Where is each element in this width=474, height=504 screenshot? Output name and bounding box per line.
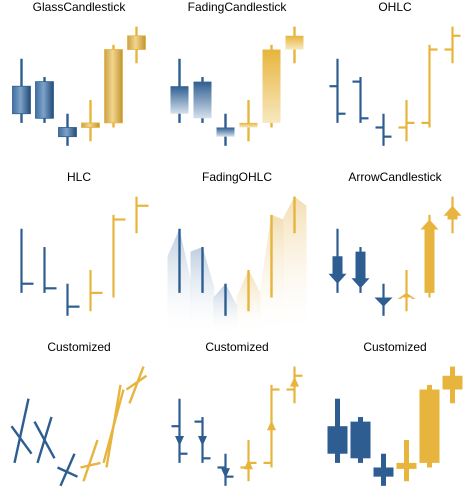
open-close-link	[125, 374, 148, 391]
panel-ohlc: OHLC	[329, 0, 461, 146]
panel-title: Customized	[205, 340, 268, 354]
block-body	[350, 421, 371, 459]
candle-body	[216, 127, 235, 137]
candle-body	[170, 86, 189, 114]
candle-body	[58, 127, 77, 138]
candle-body	[285, 35, 304, 50]
direction-arrow	[198, 435, 207, 446]
direction-arrow	[244, 459, 253, 470]
panel-title: FadingCandlestick	[188, 0, 288, 14]
slanted-bar	[128, 366, 145, 404]
candle-body	[104, 49, 123, 124]
block-body	[373, 467, 394, 477]
open-close-link	[80, 461, 101, 469]
candle-body	[193, 81, 212, 119]
panel-hlc: HLC	[20, 170, 149, 316]
panel-title: Customized	[47, 340, 110, 354]
candle-body	[81, 122, 100, 128]
open-close-link	[33, 421, 56, 459]
slanted-bar	[13, 398, 30, 464]
slanted-bar	[59, 453, 76, 487]
panel-title: Customized	[363, 340, 426, 354]
candle-body	[35, 81, 54, 119]
panel-title: ArrowCandlestick	[348, 170, 442, 184]
block-body	[396, 462, 417, 469]
candle-body	[127, 35, 146, 50]
slanted-bar	[82, 439, 99, 482]
open-close-link	[56, 466, 79, 478]
block-wick	[404, 439, 409, 482]
candle-body	[262, 49, 281, 123]
arrow-body	[443, 205, 462, 220]
panel-title: FadingOHLC	[202, 170, 272, 184]
open-close-link	[10, 425, 33, 455]
arrow-body	[420, 219, 439, 293]
panel-glass-candlestick: GlassCandlestick	[12, 0, 146, 146]
arrow-body	[397, 292, 416, 299]
block-body	[419, 389, 440, 463]
panel-fading-candlestick: FadingCandlestick	[170, 0, 304, 146]
open-close-link	[102, 389, 125, 464]
panel-customized-arrow-ticks: Customized	[171, 340, 303, 486]
arrow-body	[374, 297, 393, 307]
direction-arrow	[175, 435, 184, 446]
panel-customized-slanted: Customized	[10, 340, 148, 487]
panel-fading-ohlc: FadingOHLC	[167, 170, 307, 333]
direction-arrow	[290, 376, 299, 387]
panel-title: HLC	[67, 170, 91, 184]
direction-arrow	[267, 420, 276, 431]
fading-shade	[282, 196, 307, 333]
panel-title: GlassCandlestick	[33, 0, 127, 14]
panel-customized-blocks: Customized	[327, 340, 463, 486]
direction-arrow	[221, 468, 230, 479]
panel-title: OHLC	[378, 0, 412, 14]
arrow-body	[351, 251, 370, 289]
candle-body	[12, 85, 31, 115]
arrow-body	[328, 256, 347, 284]
block-body	[327, 426, 348, 454]
candle-body	[239, 122, 258, 128]
block-body	[442, 375, 463, 390]
panel-arrow-candlestick: ArrowCandlestick	[328, 170, 462, 316]
